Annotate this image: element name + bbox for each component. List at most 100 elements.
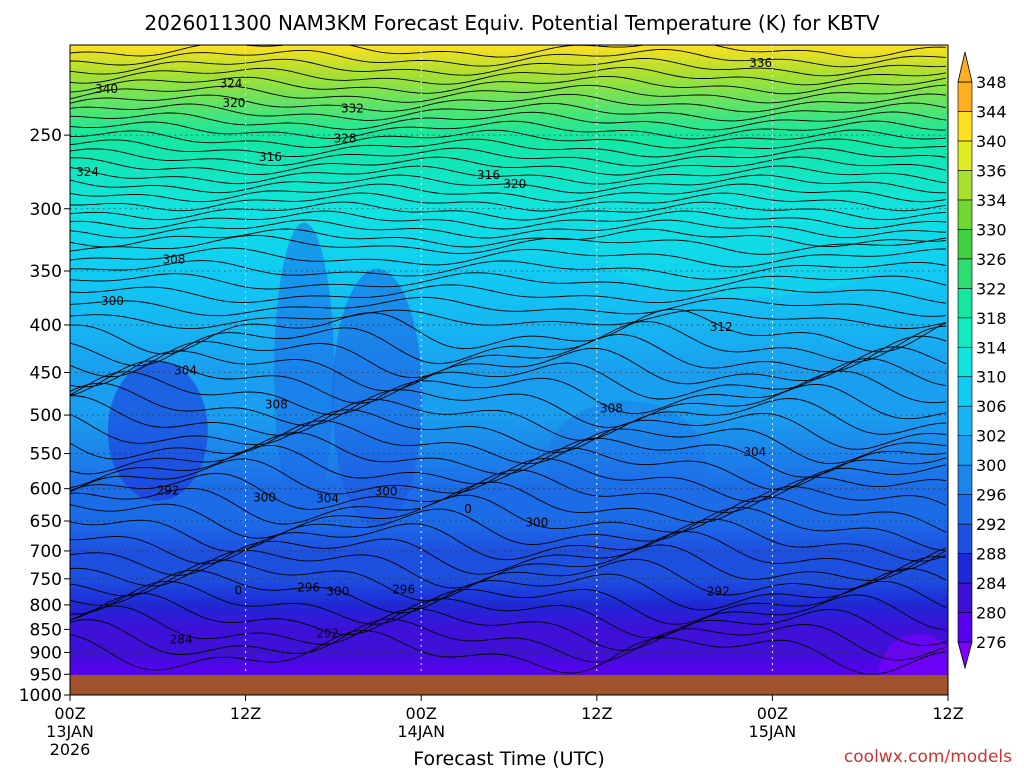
x-tick-label: 00Z <box>757 704 788 723</box>
colorbar-label: 310 <box>976 368 1007 387</box>
terrain-ground <box>70 675 948 695</box>
contour-line <box>70 531 947 576</box>
contour-line <box>70 165 947 185</box>
x-tick-date: 15JAN <box>749 722 797 741</box>
contour-line <box>70 201 947 221</box>
y-tick-label: 350 <box>30 262 62 282</box>
contour-line <box>70 120 947 140</box>
x-tick-label: 12Z <box>932 704 963 723</box>
colorbar-top-arrow <box>957 51 973 83</box>
contour-line <box>70 568 947 614</box>
grid-lines <box>70 45 948 695</box>
contour-line <box>70 432 947 478</box>
colorbar: 276 280 284 288 292 296 300 302 306 310 314 318 322 3… <box>957 51 1007 670</box>
colorbar-label: 344 <box>976 102 1007 121</box>
colorbar-label: 292 <box>976 515 1007 534</box>
contour-line <box>70 580 947 625</box>
field-blob <box>107 360 208 501</box>
colorbar-label: 288 <box>976 545 1007 564</box>
contour-line <box>70 481 947 525</box>
contour-label: 296 <box>392 582 415 596</box>
colorbar-segment <box>957 612 973 643</box>
contour-line <box>70 346 947 392</box>
colorbar-segment <box>957 170 973 201</box>
colorbar-label: 330 <box>976 220 1007 239</box>
x-axis-title: Forecast Time (UTC) <box>413 748 604 768</box>
colorbar-label: 300 <box>976 456 1007 475</box>
contour-label: 304 <box>743 445 766 459</box>
colorbar-segment <box>957 405 973 436</box>
contour-line <box>70 219 947 239</box>
contour-line <box>70 469 947 513</box>
contour-line <box>70 556 947 602</box>
colorbar-label: 318 <box>976 309 1007 328</box>
colorbar-label: 322 <box>976 279 1007 298</box>
contour-line <box>70 147 947 167</box>
contour-label: 328 <box>334 131 357 145</box>
contour-label: 316 <box>259 150 282 164</box>
x-tick-date: 13JAN <box>46 722 94 741</box>
x-tick-label: 00Z <box>406 704 437 723</box>
colorbar-label: 296 <box>976 486 1007 505</box>
colorbar-segment <box>957 523 973 554</box>
contour-line <box>70 507 947 552</box>
contour-line <box>70 247 946 268</box>
contour-line <box>70 309 947 330</box>
y-axis: 250 300 350 400 450 500 550 600 650 700 750 800 850 9… <box>19 126 70 706</box>
contour-line <box>70 395 947 441</box>
contour-line <box>70 183 947 203</box>
contour-label: 300 <box>101 294 124 308</box>
colorbar-segment <box>957 199 973 230</box>
contour-label: 320 <box>503 177 526 191</box>
colorbar-label: 306 <box>976 397 1007 416</box>
contour-line <box>70 629 947 675</box>
contour-label: 284 <box>170 633 193 647</box>
contour-line <box>70 284 947 304</box>
contour-line <box>70 321 947 367</box>
contour-line <box>70 75 947 95</box>
contour-label: 320 <box>222 96 245 110</box>
contour-line <box>70 138 946 158</box>
colorbar-segment <box>957 81 973 112</box>
contour-label: 324 <box>220 76 243 90</box>
contour-line <box>70 111 947 131</box>
contour-line <box>70 296 947 317</box>
colorbar-segment <box>957 317 973 348</box>
contour-line <box>70 618 947 663</box>
contour-line <box>70 334 947 379</box>
contour-label: 324 <box>76 165 99 179</box>
contour-label: 336 <box>749 56 772 70</box>
contour-line <box>70 210 947 230</box>
contour-line <box>70 592 947 639</box>
contour-label: 308 <box>162 252 185 266</box>
field-blob <box>593 197 894 298</box>
colorbar-segment <box>957 435 973 466</box>
contour-label: 0 <box>464 502 472 516</box>
contour-label: 292 <box>157 484 180 498</box>
contour-line <box>70 409 947 453</box>
contour-line <box>70 382 947 428</box>
contour-label: 300 <box>525 515 548 529</box>
contour-line <box>70 370 947 416</box>
colorbar-segment <box>957 376 973 407</box>
colorbar-label: 334 <box>976 191 1007 210</box>
colorbar-segment <box>957 464 973 495</box>
y-tick-label: 900 <box>30 643 62 663</box>
contour-line <box>70 57 947 77</box>
colorbar-segment <box>957 494 973 525</box>
contour-lines <box>70 45 947 675</box>
contour-line <box>70 358 947 404</box>
contour-line <box>70 544 947 589</box>
credit-text: coolwx.com/models <box>844 747 1012 767</box>
colorbar-label: 280 <box>976 604 1007 623</box>
y-tick-label: 500 <box>30 406 62 426</box>
y-tick-label: 750 <box>30 570 62 590</box>
y-tick-label: 400 <box>30 316 62 336</box>
contour-label: 304 <box>174 364 197 378</box>
colorbar-segment <box>957 229 973 260</box>
colorbar-label: 340 <box>976 132 1007 151</box>
contour-line <box>70 49 947 68</box>
contour-line <box>70 420 947 465</box>
colorbar-segment <box>957 140 973 171</box>
